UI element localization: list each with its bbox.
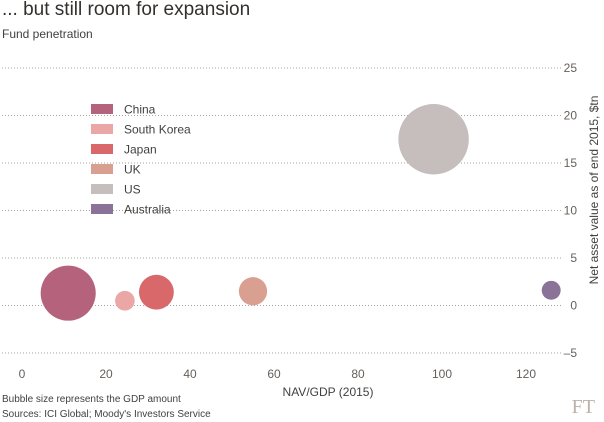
x-tick-label: 0 <box>19 367 26 381</box>
legend-swatch <box>91 184 113 194</box>
x-tick-label: 100 <box>432 367 452 381</box>
legend-swatch <box>91 104 113 114</box>
y-axis-title: Net asset value as of end 2015, $tn <box>587 96 601 285</box>
bubble-uk <box>238 277 268 306</box>
bubble-size-note: Bubble size represents the GDP amount <box>2 394 181 405</box>
bubble-japan <box>138 274 174 310</box>
bubble-us <box>398 104 469 175</box>
ft-logo: FT <box>571 396 595 418</box>
legend-swatch <box>91 144 113 154</box>
y-tick-label: 0 <box>570 299 577 313</box>
x-tick-label: 20 <box>99 367 113 381</box>
legend-label: South Korea <box>124 123 191 137</box>
sources-note: Sources: ICI Global; Moody's Investors S… <box>2 409 211 420</box>
legend-label: US <box>124 183 141 197</box>
x-axis-title: NAV/GDP (2015) <box>283 385 374 399</box>
bubbles <box>40 104 561 321</box>
legend-swatch <box>91 124 113 134</box>
bubble-australia <box>541 280 561 300</box>
y-tick-label: 15 <box>564 156 578 170</box>
legend: China South Korea Japan UK US Australia <box>91 103 191 217</box>
bubble-south-korea <box>115 290 135 311</box>
y-tick-label: 5 <box>570 251 577 265</box>
chart-subtitle: Fund penetration <box>2 27 93 41</box>
x-tick-label: 40 <box>183 367 197 381</box>
legend-swatch <box>91 164 113 174</box>
legend-label: Japan <box>124 143 157 157</box>
y-tick-labels: –5 0 5 10 15 20 25 <box>564 61 578 360</box>
legend-label: UK <box>124 163 141 177</box>
x-tick-label: 60 <box>267 367 281 381</box>
x-tick-labels: 0 20 40 60 80 100 120 <box>19 367 537 381</box>
chart-title: ... but still room for expansion <box>2 0 251 20</box>
y-tick-label: 25 <box>564 61 578 75</box>
x-tick-label: 120 <box>516 367 536 381</box>
y-tick-label: 10 <box>564 204 578 218</box>
x-tick-label: 80 <box>351 367 365 381</box>
legend-swatch <box>91 204 113 214</box>
legend-label: Australia <box>124 203 171 217</box>
y-tick-label: –5 <box>564 346 578 360</box>
y-tick-label: 20 <box>564 109 578 123</box>
bubble-china <box>40 265 96 321</box>
legend-label: China <box>124 103 156 117</box>
